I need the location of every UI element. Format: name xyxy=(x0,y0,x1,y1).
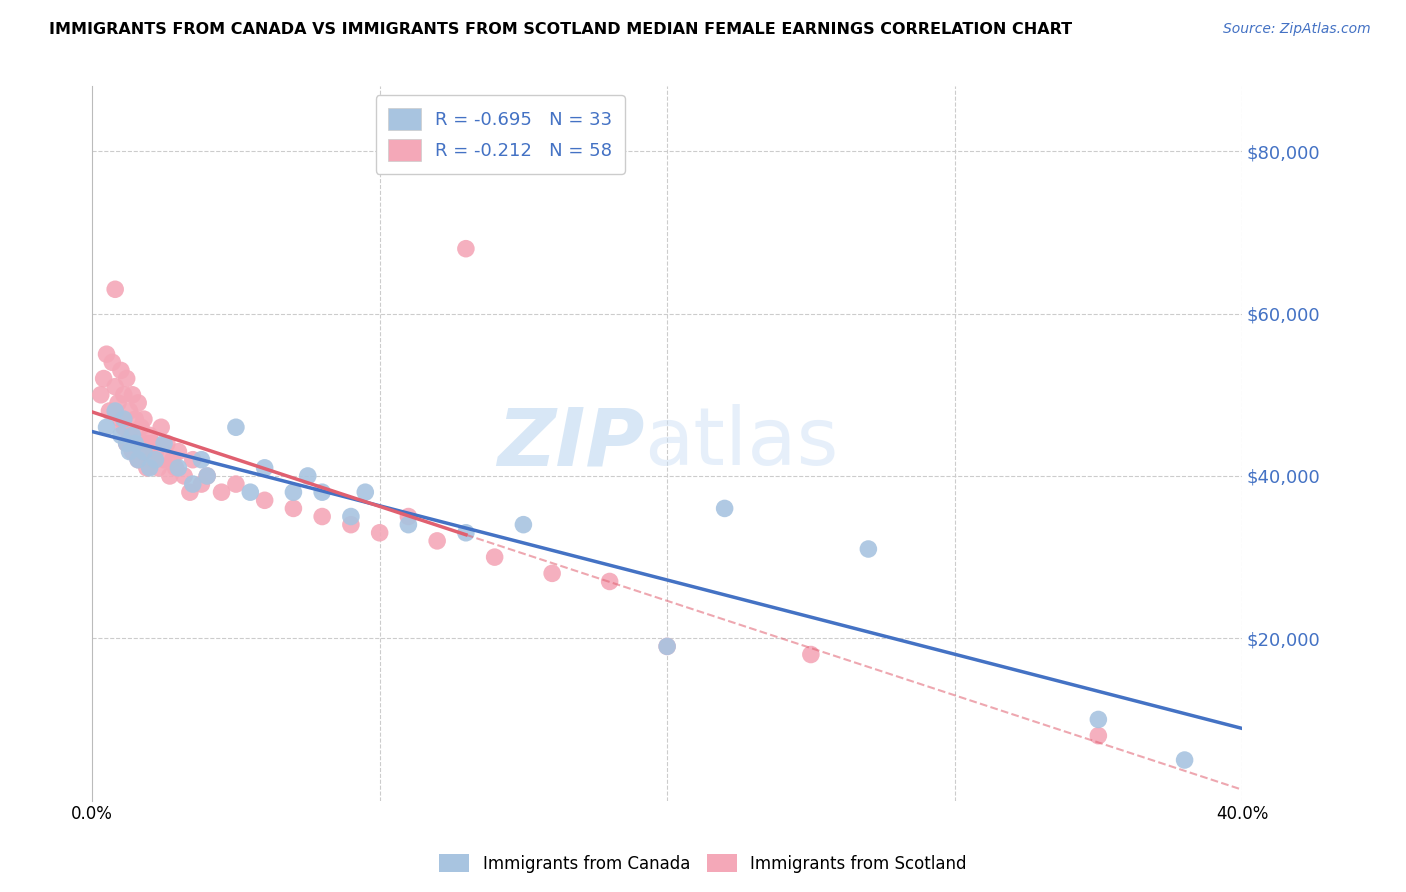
Point xyxy=(124,436,146,450)
Point xyxy=(121,388,143,402)
Point xyxy=(655,640,678,654)
Point xyxy=(153,452,176,467)
Point xyxy=(118,428,141,442)
Point xyxy=(138,460,160,475)
Point xyxy=(96,347,118,361)
Point xyxy=(138,452,160,467)
Point xyxy=(858,541,880,556)
Point xyxy=(148,460,170,475)
Point xyxy=(167,460,190,475)
Point xyxy=(454,525,477,540)
Point xyxy=(396,509,419,524)
Point xyxy=(179,485,201,500)
Point xyxy=(150,420,173,434)
Point xyxy=(104,404,127,418)
Point xyxy=(167,444,190,458)
Point xyxy=(195,469,218,483)
Point xyxy=(283,485,305,500)
Point xyxy=(1087,713,1109,727)
Point xyxy=(145,444,167,458)
Point xyxy=(115,436,138,450)
Point xyxy=(162,452,184,467)
Point xyxy=(107,396,129,410)
Point xyxy=(253,460,276,475)
Text: Source: ZipAtlas.com: Source: ZipAtlas.com xyxy=(1223,22,1371,37)
Point xyxy=(225,477,247,491)
Point xyxy=(127,452,149,467)
Point xyxy=(190,477,212,491)
Point xyxy=(129,444,152,458)
Point xyxy=(354,485,377,500)
Point xyxy=(159,469,181,483)
Point xyxy=(368,525,391,540)
Point xyxy=(195,469,218,483)
Point xyxy=(104,282,127,296)
Point xyxy=(112,420,135,434)
Point xyxy=(454,242,477,256)
Point xyxy=(110,428,132,442)
Point xyxy=(127,452,149,467)
Point xyxy=(396,517,419,532)
Point xyxy=(311,509,333,524)
Point xyxy=(239,485,262,500)
Point xyxy=(800,648,823,662)
Point xyxy=(190,452,212,467)
Point xyxy=(124,412,146,426)
Point xyxy=(112,412,135,426)
Point xyxy=(484,550,506,565)
Point xyxy=(96,420,118,434)
Point xyxy=(165,460,187,475)
Point xyxy=(340,517,363,532)
Point xyxy=(129,420,152,434)
Point xyxy=(110,363,132,377)
Point xyxy=(132,412,155,426)
Point xyxy=(118,404,141,418)
Point xyxy=(1087,729,1109,743)
Text: IMMIGRANTS FROM CANADA VS IMMIGRANTS FROM SCOTLAND MEDIAN FEMALE EARNINGS CORREL: IMMIGRANTS FROM CANADA VS IMMIGRANTS FRO… xyxy=(49,22,1073,37)
Point xyxy=(340,509,363,524)
Point xyxy=(156,436,179,450)
Point xyxy=(173,469,195,483)
Point xyxy=(297,469,319,483)
Point xyxy=(124,436,146,450)
Point xyxy=(121,444,143,458)
Point xyxy=(90,388,112,402)
Point xyxy=(253,493,276,508)
Point xyxy=(311,485,333,500)
Legend: Immigrants from Canada, Immigrants from Scotland: Immigrants from Canada, Immigrants from … xyxy=(433,847,973,880)
Point xyxy=(93,371,115,385)
Point xyxy=(181,452,204,467)
Point xyxy=(141,436,163,450)
Point xyxy=(135,436,157,450)
Point xyxy=(110,412,132,426)
Point xyxy=(225,420,247,434)
Point xyxy=(599,574,621,589)
Point xyxy=(512,517,534,532)
Point xyxy=(115,436,138,450)
Point xyxy=(135,460,157,475)
Point xyxy=(121,428,143,442)
Point xyxy=(713,501,735,516)
Point xyxy=(115,371,138,385)
Point xyxy=(181,477,204,491)
Point xyxy=(138,428,160,442)
Point xyxy=(211,485,233,500)
Point xyxy=(1174,753,1197,767)
Point xyxy=(98,404,121,418)
Point xyxy=(127,396,149,410)
Text: atlas: atlas xyxy=(644,404,838,483)
Point xyxy=(101,355,124,369)
Point xyxy=(104,379,127,393)
Point xyxy=(132,444,155,458)
Point xyxy=(426,533,449,548)
Point xyxy=(118,444,141,458)
Point xyxy=(655,640,678,654)
Point xyxy=(145,452,167,467)
Point xyxy=(283,501,305,516)
Legend: R = -0.695   N = 33, R = -0.212   N = 58: R = -0.695 N = 33, R = -0.212 N = 58 xyxy=(375,95,626,174)
Point xyxy=(112,388,135,402)
Text: ZIP: ZIP xyxy=(496,404,644,483)
Point xyxy=(541,566,564,581)
Point xyxy=(153,436,176,450)
